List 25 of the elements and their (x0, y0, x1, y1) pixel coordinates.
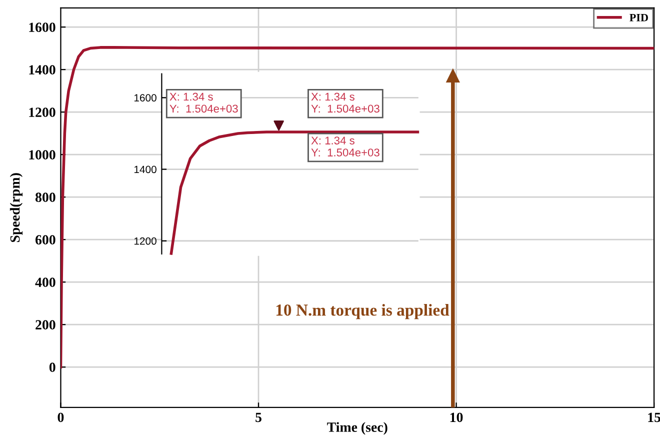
x-tick-label: 10 (450, 412, 463, 422)
y-tick-label: 1600 (29, 22, 56, 32)
annotation: X: 1.34 s Y: 1.504e+03 (170, 92, 238, 113)
line-series (60, 46, 654, 368)
annotation: X: 1.34 s Y: 1.504e+03 (311, 136, 380, 156)
y-tick-label: 1400 (134, 166, 156, 174)
y-tick-label: 1200 (134, 237, 156, 245)
y-tick-label: 400 (35, 278, 56, 288)
x-tick-label: 5 (256, 412, 262, 422)
y-tick-label: 200 (36, 320, 56, 330)
y-tick-label: 600 (36, 235, 56, 245)
y-tick-label: 1400 (29, 65, 56, 75)
y-tick-label: 1200 (29, 108, 56, 118)
y-tick-label: 800 (35, 192, 56, 202)
y-tick-label: 1600 (134, 94, 156, 102)
annotation: X: 1.34 s Y: 1.504e+03 (311, 92, 380, 113)
y-tick-label: 0 (49, 362, 56, 372)
x-tick-label: 0 (58, 412, 64, 422)
x-axis-title: Time (sec) (327, 422, 388, 435)
annotation: 10 N.m torque is applied (276, 304, 450, 320)
y-axis-title: Speed(rpm) (10, 173, 23, 242)
legend-label: PID (630, 14, 648, 22)
line-series (170, 130, 420, 255)
x-tick-label: 15 (648, 412, 660, 422)
y-tick-label: 1000 (29, 150, 56, 160)
